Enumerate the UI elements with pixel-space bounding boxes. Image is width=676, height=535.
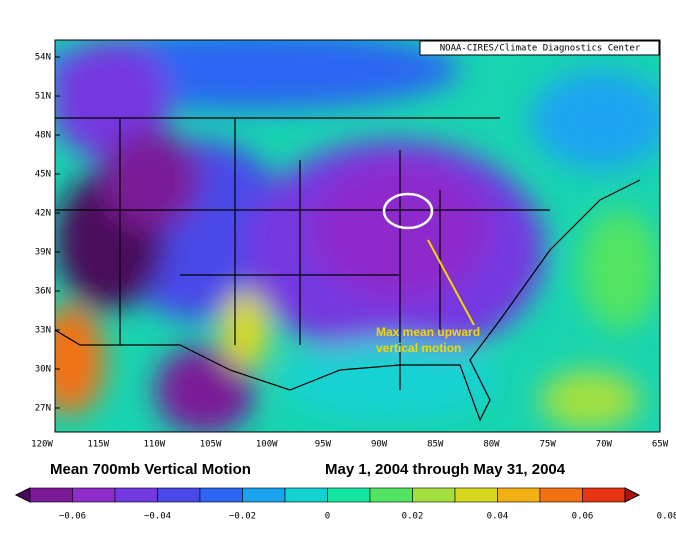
lat-label: 42N: [35, 209, 51, 219]
colorbar-label: 0.06: [572, 512, 594, 522]
colorbar-swatch: [497, 487, 541, 503]
lat-label: 39N: [35, 248, 51, 258]
lat-label: 48N: [35, 131, 51, 141]
field-shading: [55, 40, 660, 432]
annotation-arrow: [427, 239, 475, 326]
lon-label: 85W: [427, 440, 444, 450]
map-field: [55, 40, 660, 432]
lat-label: 36N: [35, 287, 51, 297]
colorbar-swatch: [199, 487, 243, 503]
colorbar-label: 0.04: [487, 512, 509, 522]
generated: 54N 51N 48N 45N 42N 39N 36N 33N 30N 27N 120W 115W 11…: [14, 53, 676, 522]
colorbar-swatch: [242, 487, 286, 503]
colorbar-swatch: [454, 487, 498, 503]
colorbar-arrow: [624, 487, 641, 503]
lat-label: 54N: [35, 53, 51, 63]
colorbar-swatch: [29, 487, 73, 503]
lon-label: 115W: [87, 440, 109, 450]
colorbar-label: −0.04: [144, 512, 171, 522]
colorbar-swatch: [157, 487, 201, 503]
annotation: vertical motion: [376, 341, 461, 355]
state-boundaries: [55, 117, 641, 422]
lon-label: 110W: [144, 440, 166, 450]
highlight-circle: [382, 192, 434, 230]
title: Mean 700mb Vertical Motion: [50, 461, 251, 478]
colorbar-swatch: [327, 487, 371, 503]
lon-label: 95W: [315, 440, 332, 450]
period: May 1, 2004 through May 31, 2004: [325, 461, 566, 478]
colorbar-swatch: [539, 487, 583, 503]
lat-label: 27N: [35, 404, 51, 414]
lon-label: 90W: [371, 440, 388, 450]
lon-label: 100W: [256, 440, 278, 450]
lon-label: 70W: [596, 440, 613, 450]
colorbar-label: 0.02: [402, 512, 424, 522]
lon-label: 65W: [652, 440, 669, 450]
map-frame: [54, 39, 661, 433]
annotation: Max mean upward: [376, 325, 480, 339]
colorbar-label: 0: [325, 512, 330, 522]
colorbar-label: −0.06: [59, 512, 86, 522]
lat-label: 45N: [35, 170, 51, 180]
lat-label: 30N: [35, 365, 51, 375]
colorbar-swatch: [369, 487, 413, 503]
colorbar-swatch: [284, 487, 328, 503]
colorbar-swatch: [72, 487, 116, 503]
credit-box: [419, 40, 660, 56]
colorbar-label: 0.08: [657, 512, 676, 522]
lon-label: 80W: [483, 440, 500, 450]
credit: NOAA-CIRES/Climate Diagnostics Center: [440, 44, 641, 54]
colorbar-swatch: [582, 487, 626, 503]
colorbar-arrow: [14, 487, 31, 503]
lon-label: 75W: [540, 440, 557, 450]
colorbar-swatch: [412, 487, 456, 503]
lat-label: 51N: [35, 92, 51, 102]
lon-label: 105W: [200, 440, 222, 450]
colorbar-label: −0.02: [229, 512, 256, 522]
colorbar-swatch: [114, 487, 158, 503]
lon-label: 120W: [31, 440, 53, 450]
lat-label: 33N: [35, 326, 51, 336]
